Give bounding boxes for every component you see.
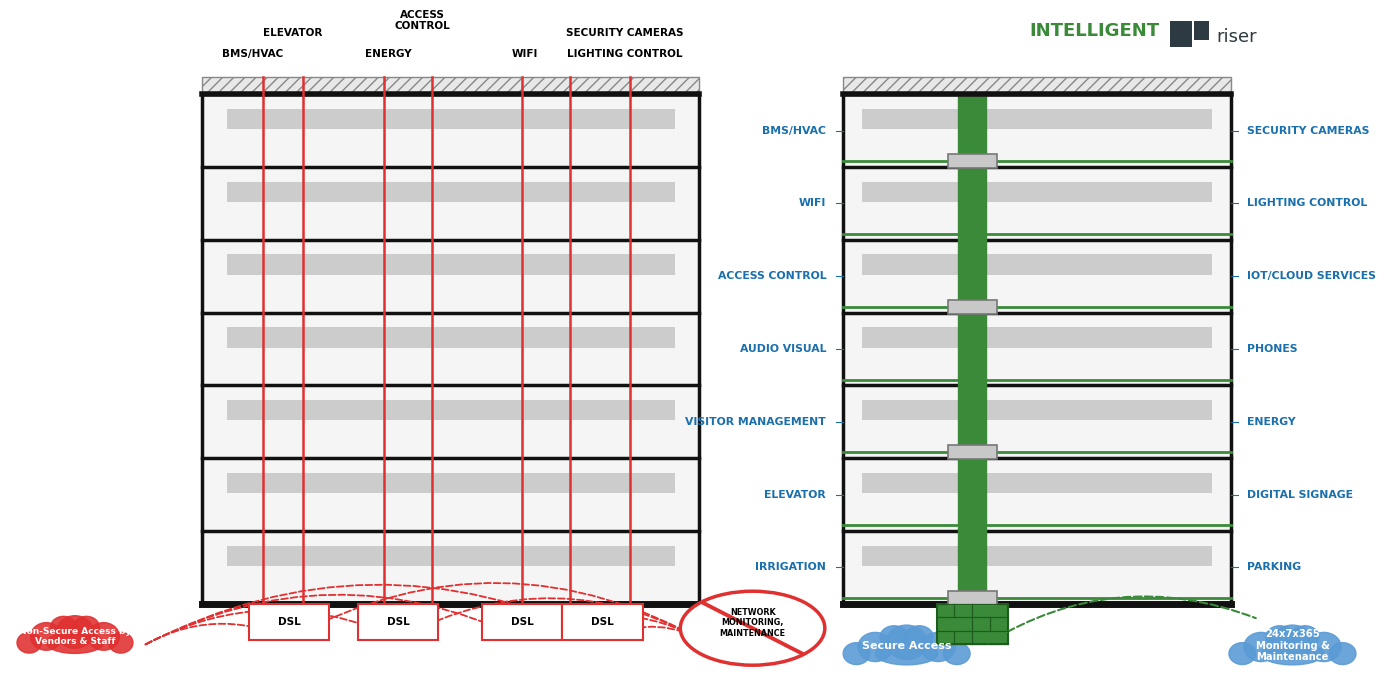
Ellipse shape [46,632,104,653]
Text: DSL: DSL [386,617,409,627]
Ellipse shape [74,616,99,638]
Text: IOT/CLOUD SERVICES: IOT/CLOUD SERVICES [1247,272,1376,281]
Ellipse shape [944,643,970,664]
Bar [862,109,1211,129]
Text: VISITOR MANAGEMENT: VISITOR MANAGEMENT [686,417,826,426]
FancyBboxPatch shape [948,591,997,605]
Bar [862,473,1211,493]
Ellipse shape [1330,643,1357,664]
Bar [862,254,1211,275]
Bar [227,546,675,566]
Text: DSL: DSL [591,617,615,627]
FancyBboxPatch shape [482,604,563,640]
Bar [843,94,1231,604]
Ellipse shape [886,625,927,660]
Ellipse shape [1243,632,1278,662]
Text: AUDIO VISUAL: AUDIO VISUAL [739,344,826,354]
Text: ENERGY: ENERGY [1247,417,1296,426]
Bar [862,400,1211,420]
Text: ENERGY: ENERGY [365,50,412,59]
Text: DSL: DSL [277,617,301,627]
Bar [227,473,675,493]
Circle shape [680,591,825,665]
Ellipse shape [88,623,119,651]
Ellipse shape [17,632,42,653]
Text: ELEVATOR: ELEVATOR [263,29,323,38]
Text: DSL: DSL [511,617,533,627]
Text: ACCESS
CONTROL: ACCESS CONTROL [395,10,451,31]
Text: SECURITY CAMERAS: SECURITY CAMERAS [1247,126,1369,135]
Ellipse shape [109,632,133,653]
Ellipse shape [921,632,955,662]
Text: NETWORK
MONITORING,
MAINTENANCE: NETWORK MONITORING, MAINTENANCE [720,608,785,637]
Bar [1194,21,1210,40]
Text: PARKING: PARKING [1247,563,1302,572]
Text: ELEVATOR: ELEVATOR [764,489,826,500]
Bar [959,94,986,604]
Ellipse shape [56,616,94,648]
Bar [1170,21,1191,47]
Bar [937,604,1008,644]
Bar [227,109,675,129]
Ellipse shape [50,616,77,638]
Text: Secure Access: Secure Access [862,641,952,651]
Text: SECURITY CAMERAS: SECURITY CAMERAS [566,29,683,38]
Text: INTELLIGENT: INTELLIGENT [1029,22,1159,40]
FancyBboxPatch shape [563,604,643,640]
Bar [843,77,1231,94]
Text: LIGHTING CONTROL: LIGHTING CONTROL [1247,198,1368,209]
Ellipse shape [858,632,893,662]
Text: BMS/HVAC: BMS/HVAC [762,126,826,135]
Bar [862,327,1211,348]
Text: LIGHTING CONTROL: LIGHTING CONTROL [567,50,682,59]
Ellipse shape [1261,642,1324,665]
Ellipse shape [881,625,909,648]
Bar [227,400,675,420]
Ellipse shape [1273,625,1313,660]
Bar [202,94,700,604]
Ellipse shape [31,623,62,651]
Text: BMS/HVAC: BMS/HVAC [221,50,283,59]
Bar [227,181,675,202]
Bar [862,181,1211,202]
Ellipse shape [875,642,938,665]
Ellipse shape [843,643,869,664]
FancyBboxPatch shape [249,604,329,640]
Text: IRRIGATION: IRRIGATION [756,563,826,572]
Ellipse shape [1229,643,1256,664]
Text: Non-Secure Access by
Vendors & Staff: Non-Secure Access by Vendors & Staff [18,627,132,646]
Ellipse shape [1266,625,1294,648]
Text: PHONES: PHONES [1247,344,1298,354]
Bar [227,254,675,275]
Text: WIFI: WIFI [512,50,538,59]
Bar [202,77,700,94]
FancyBboxPatch shape [948,154,997,168]
FancyBboxPatch shape [948,300,997,314]
Text: DIGITAL SIGNAGE: DIGITAL SIGNAGE [1247,489,1354,500]
Text: riser: riser [1217,28,1257,46]
FancyBboxPatch shape [948,445,997,459]
Bar [227,327,675,348]
Text: WIFI: WIFI [799,198,826,209]
Text: 24x7x365
Monitoring &
Maintenance: 24x7x365 Monitoring & Maintenance [1256,629,1330,662]
Ellipse shape [1291,625,1319,648]
Bar [862,546,1211,566]
Ellipse shape [904,625,934,648]
Ellipse shape [1306,632,1341,662]
FancyBboxPatch shape [358,604,438,640]
Text: ACCESS CONTROL: ACCESS CONTROL [718,272,826,281]
